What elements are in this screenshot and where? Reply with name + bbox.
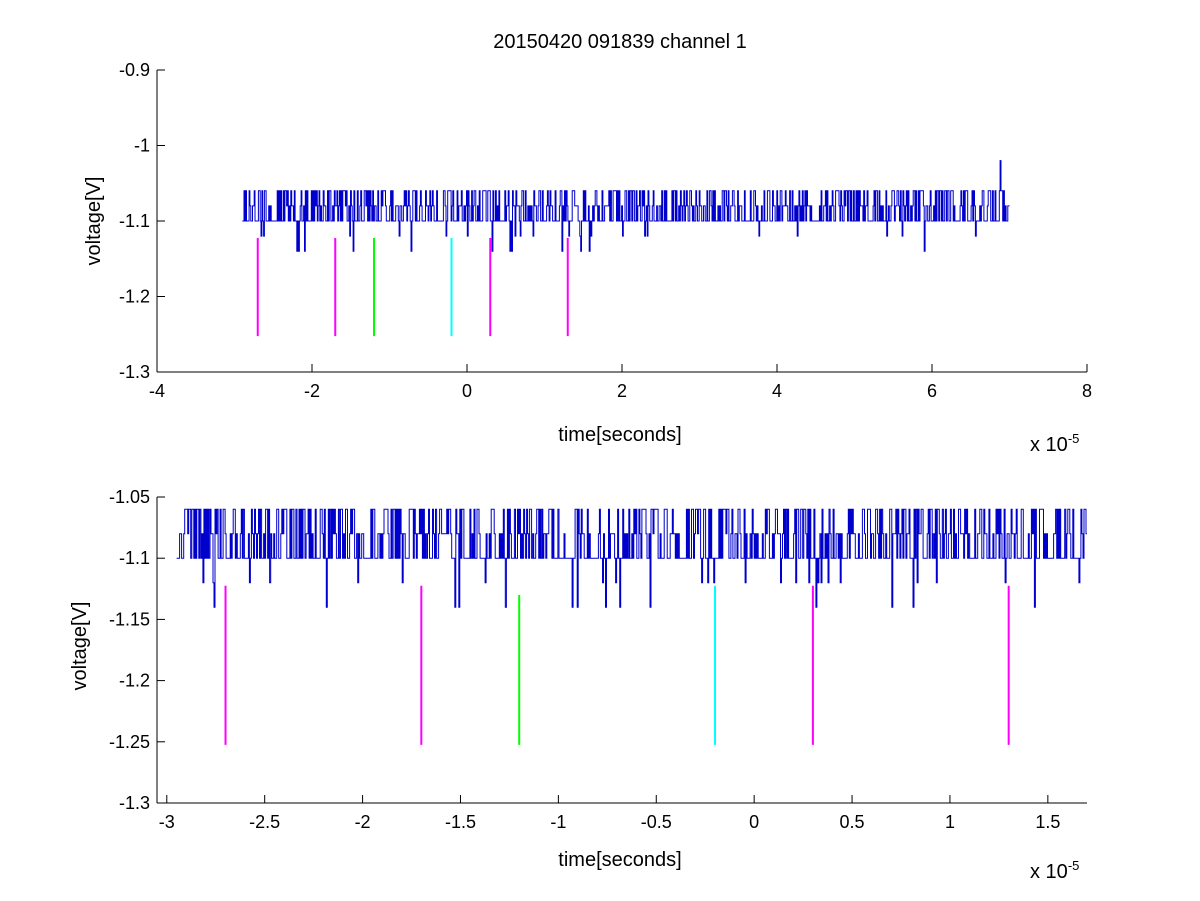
top-plot-xlabel: time[seconds] xyxy=(558,424,681,446)
bottom-plot-x-tick-label: -2 xyxy=(355,812,371,832)
top-plot-x-exponent-base: x 10 xyxy=(1030,434,1068,456)
bottom-plot-x-tick-label: -3 xyxy=(159,812,175,832)
bottom-plot-x-exponent-base: x 10 xyxy=(1030,861,1068,883)
top-plot-ylabel: voltage[V] xyxy=(83,177,105,266)
top-plot-x-exponent: x 10-5 xyxy=(1030,431,1079,456)
bottom-plot-signal-trace xyxy=(176,508,1087,608)
top-plot-x-tick-label: -4 xyxy=(149,381,165,401)
bottom-plot-y-tick-label: -1.25 xyxy=(109,732,150,752)
bottom-plot-x-tick-label: 0 xyxy=(749,812,759,832)
bottom-plot: time[seconds] voltage[V] x 10-5 -3 -2.5 -2… xyxy=(69,487,1087,883)
bottom-plot-y-tick-label: -1.3 xyxy=(119,793,150,813)
bottom-plot-y-tick-label: -1.15 xyxy=(109,609,150,629)
top-plot-x-tick-label: 0 xyxy=(462,381,472,401)
top-plot-x-exponent-power: -5 xyxy=(1068,431,1080,446)
top-plot-y-tick-label: -1.3 xyxy=(119,362,150,382)
bottom-plot-x-tick-label: 1.5 xyxy=(1035,812,1060,832)
top-plot: time[seconds] voltage[V] x 10-5 -4 -2 0 2 4 6… xyxy=(83,60,1092,456)
top-plot-y-tick-label: -0.9 xyxy=(119,60,150,80)
top-plot-x-tick-label: 8 xyxy=(1082,381,1092,401)
bottom-plot-x-tick-label: 1 xyxy=(945,812,955,832)
top-plot-y-tick-label: -1.1 xyxy=(119,211,150,231)
bottom-plot-xlabel: time[seconds] xyxy=(558,849,681,871)
top-plot-y-tick-label: -1.2 xyxy=(119,287,150,307)
bottom-plot-y-tick-label: -1.05 xyxy=(109,487,150,507)
bottom-plot-x-tick-label: -0.5 xyxy=(641,812,672,832)
top-plot-x-tick-label: 2 xyxy=(617,381,627,401)
top-plot-x-tick-label: -2 xyxy=(304,381,320,401)
bottom-plot-x-exponent-power: -5 xyxy=(1068,858,1080,873)
figure-title: 20150420 091839 channel 1 xyxy=(493,31,747,53)
bottom-plot-x-tick-label: 0.5 xyxy=(840,812,865,832)
bottom-plot-x-tick-label: -1 xyxy=(550,812,566,832)
top-plot-y-tick-label: -1 xyxy=(134,136,150,156)
bottom-plot-y-tick-label: -1.2 xyxy=(119,671,150,691)
bottom-plot-x-tick-label: -2.5 xyxy=(249,812,280,832)
top-plot-x-tick-label: 6 xyxy=(927,381,937,401)
bottom-plot-y-tick-label: -1.1 xyxy=(119,548,150,568)
bottom-plot-x-tick-label: -1.5 xyxy=(445,812,476,832)
top-plot-x-tick-label: 4 xyxy=(772,381,782,401)
top-plot-signal-trace xyxy=(242,160,1010,252)
bottom-plot-x-exponent: x 10-5 xyxy=(1030,858,1079,883)
bottom-plot-ylabel: voltage[V] xyxy=(69,602,91,691)
